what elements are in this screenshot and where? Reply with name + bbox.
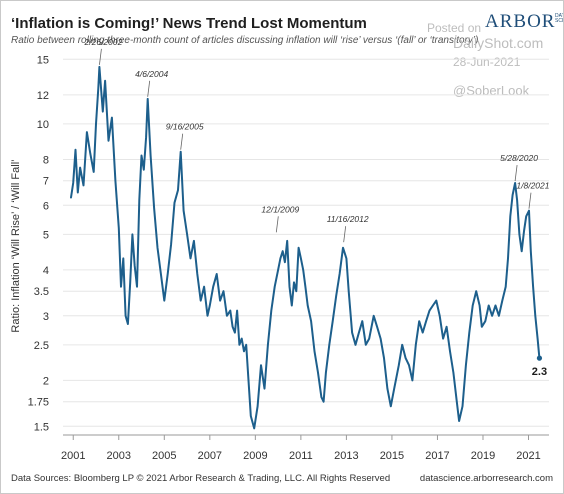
x-tick-label: 2009 — [243, 450, 267, 462]
y-tick-label: 2 — [43, 375, 49, 387]
logo-subtext: DATA SCIENCE — [555, 13, 564, 24]
annotation-label: 4/6/2004 — [135, 69, 168, 79]
y-tick-label: 2.5 — [34, 340, 49, 352]
end-point-marker — [536, 355, 543, 361]
x-tick-label: 2015 — [380, 450, 404, 462]
watermark-handle: @SoberLook — [453, 83, 530, 98]
x-tick-label: 2003 — [107, 450, 131, 462]
arbor-logo: ARBOR DATA SCIENCE — [485, 11, 563, 33]
annotation-leader — [343, 226, 347, 243]
logo-wordmark: ARBOR — [485, 11, 556, 32]
annotation-label: 2/26/2002 — [84, 37, 123, 47]
x-tick-label: 2005 — [152, 450, 176, 462]
watermark-posted: Posted on — [427, 21, 482, 35]
annotation-leader — [514, 164, 518, 182]
y-tick-label: 4 — [43, 265, 49, 277]
x-tick-label: 2011 — [289, 450, 313, 462]
y-tick-label: 6 — [43, 200, 49, 212]
chart-subtitle: Ratio between rolling three-month count … — [11, 35, 479, 46]
chart-title: ‘Inflation is Coming!’ News Trend Lost M… — [11, 15, 367, 32]
watermark-site: DailyShot.com — [453, 35, 544, 51]
y-tick-label: 1.75 — [28, 397, 49, 409]
x-tick-label: 2001 — [61, 450, 85, 462]
annotation-label: 12/1/2009 — [261, 204, 299, 214]
y-tick-label: 12 — [37, 90, 49, 102]
y-tick-label: 3 — [43, 311, 49, 323]
annotation-leader — [99, 48, 102, 65]
x-tick-label: 2017 — [425, 450, 449, 462]
footer-source: Data Sources: Bloomberg LP © 2021 Arbor … — [11, 473, 391, 484]
y-tick-label: 8 — [43, 154, 49, 166]
watermark-date: 28-Jun-2021 — [453, 55, 521, 69]
y-tick-label: 1.5 — [34, 421, 49, 433]
annotation-label: 1/8/2021 — [516, 181, 549, 191]
annotation-leader — [528, 192, 532, 209]
x-tick-label: 2021 — [516, 450, 540, 462]
footer-site: datascience.arborresearch.com — [419, 473, 553, 484]
annotation-label: 11/16/2012 — [327, 214, 369, 224]
x-tick-label: 2007 — [198, 450, 222, 462]
annotation-leader — [147, 80, 151, 97]
annotation-label: 9/16/2005 — [166, 122, 204, 132]
y-tick-label: 7 — [43, 176, 49, 188]
series-line — [70, 65, 541, 430]
y-tick-label: 3.5 — [34, 286, 49, 298]
y-tick-label: 15 — [37, 54, 49, 66]
annotation-label: 5/28/2020 — [500, 153, 538, 163]
annotation-leader — [180, 133, 184, 150]
x-tick-label: 2013 — [334, 450, 358, 462]
y-tick-label: 10 — [37, 119, 49, 131]
end-value-label: 2.3 — [532, 366, 547, 378]
y-tick-label: 5 — [43, 229, 49, 241]
annotation-leader — [275, 216, 279, 233]
x-tick-label: 2019 — [471, 450, 495, 462]
